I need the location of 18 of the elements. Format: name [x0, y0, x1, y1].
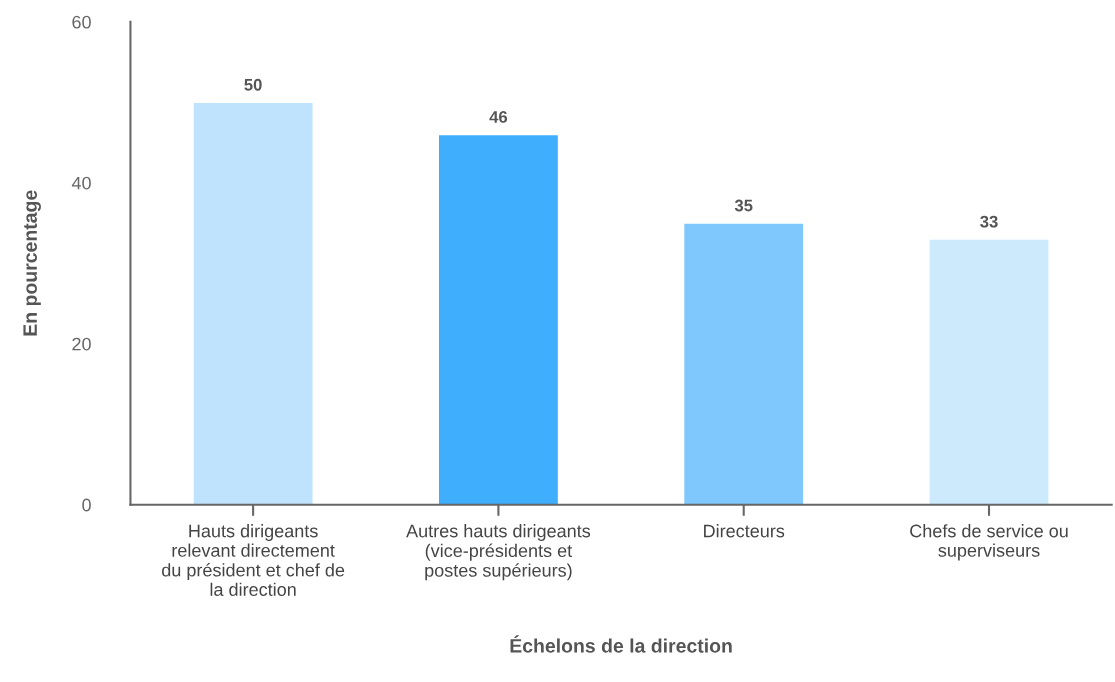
bar — [682, 222, 805, 505]
bar — [192, 101, 314, 505]
y-tick-label: 0 — [82, 498, 91, 512]
x-axis-title: Échelons de la direction — [510, 635, 732, 653]
bar — [928, 238, 1050, 505]
y-tick-label: 40 — [71, 176, 91, 190]
y-tick-label: 60 — [72, 15, 91, 29]
x-tick-label: Chefs de service ou superviseurs — [910, 524, 1068, 561]
data-label: 50 — [244, 78, 262, 91]
bar — [437, 133, 560, 505]
x-tick-label: Directeurs — [704, 524, 785, 538]
data-label: 46 — [489, 111, 508, 123]
x-tick-label: Autres hauts dirigeants (vice-présidents et postes supérieurs) — [406, 524, 591, 581]
data-label: 35 — [734, 199, 753, 212]
y-axis-title: En pourcentage — [23, 190, 41, 336]
data-label: 33 — [980, 215, 998, 228]
x-tick-label: Hauts dirigeants relevant directement du président et chef de la direction — [162, 524, 345, 596]
y-tick-label: 20 — [72, 337, 91, 351]
